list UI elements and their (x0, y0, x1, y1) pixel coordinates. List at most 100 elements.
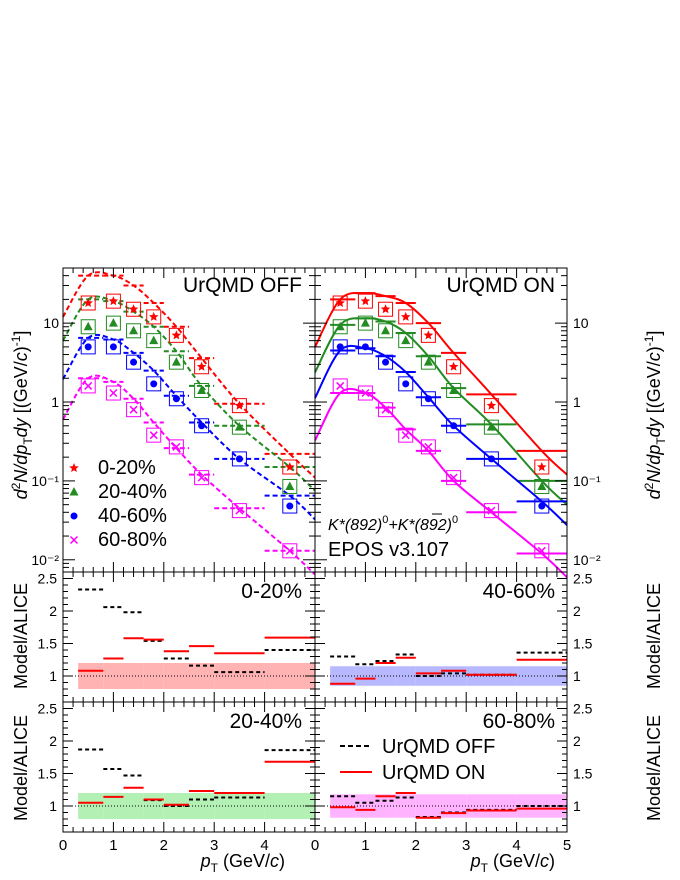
cross-marker (449, 473, 458, 482)
syst-box (446, 470, 462, 486)
circle-marker (286, 502, 294, 510)
syst-box (168, 354, 184, 370)
syst-box (534, 459, 550, 475)
y-tick-label: 10 (43, 315, 59, 331)
syst-box (378, 323, 394, 339)
y-tick-label: 2 (49, 603, 57, 619)
syst-box (146, 376, 162, 392)
syst-box (420, 391, 436, 407)
circle-marker (336, 343, 344, 351)
syst-box (105, 315, 121, 331)
label-urqmd-on: UrQMD ON (447, 274, 556, 297)
syst-box (194, 418, 210, 434)
y-tick-label: 1 (573, 798, 581, 814)
star-marker (128, 304, 139, 314)
ylabel-spectra-right: d2N/dpTdy [(GeV/c)-1] (642, 331, 668, 500)
triangle-marker (129, 325, 139, 335)
syst-box (446, 382, 462, 398)
y-tick-label: 2.5 (38, 701, 58, 717)
legend-item-20-40: 20-40% (69, 481, 167, 503)
star-marker (108, 296, 119, 306)
uncertainty-band-bin (516, 794, 567, 818)
star-marker (234, 400, 245, 410)
syst-box (168, 327, 184, 343)
cross-marker (487, 506, 496, 515)
triangle-marker (335, 321, 345, 331)
uncertainty-band-bin (214, 663, 265, 689)
syst-box (534, 543, 550, 559)
uncertainty-bands (63, 663, 567, 819)
x-tick-label: 1 (109, 837, 117, 854)
syst-box (357, 293, 373, 309)
cross-marker (129, 405, 138, 414)
triangle-marker (197, 385, 207, 394)
circle-marker (450, 422, 458, 430)
y-tick-label: 1.5 (573, 636, 593, 652)
uncertainty-band-bin (123, 793, 144, 819)
triangle-marker (285, 481, 295, 490)
triangle-marker (69, 487, 79, 496)
cross-marker (537, 546, 546, 555)
y-tick-label: 1 (573, 668, 581, 684)
ratio-title-0-20: 0-20% (241, 580, 302, 603)
syst-box (534, 498, 550, 514)
xlabel-left: pT (GeV/c) (200, 851, 285, 875)
y-tick-label: 2 (573, 733, 581, 749)
ratio-title-20-40: 20-40% (230, 710, 302, 733)
cross-marker (172, 442, 181, 451)
syst-box (80, 378, 96, 394)
uncertainty-band-bin (375, 666, 396, 686)
model-label: EPOS v3.107 (328, 539, 449, 561)
ylabel-ratio-top-right: Model/ALICE (644, 583, 664, 689)
cross-marker (361, 388, 370, 398)
uncertainty-band-bin (516, 666, 567, 686)
cross-marker (69, 535, 79, 545)
x-tick-label: 3 (210, 837, 218, 854)
legend-label-40-60: 40-60% (98, 505, 167, 527)
cross-marker (336, 381, 345, 390)
uncertainty-band-bin (415, 794, 441, 818)
cross-marker (84, 381, 93, 390)
particle-label: K*(892)0+K*(892)0 (328, 514, 458, 534)
x-tick-label: 2 (412, 837, 420, 854)
ratio-title-60-80: 60-80% (483, 710, 555, 733)
ylabel-spectra-left: d2N/dpTdy [(GeV/c)-1] (9, 331, 35, 500)
model-curve-40-60% (314, 344, 568, 526)
syst-box (105, 339, 121, 355)
triangle-marker (486, 422, 496, 431)
x-tick-label: 3 (462, 837, 470, 854)
y-tick-label: 2 (573, 603, 581, 619)
syst-box (357, 339, 373, 355)
ylabel-ratio-bottom-right: Model/ALICE (644, 715, 664, 821)
cross-marker (197, 473, 206, 482)
syst-box (168, 391, 184, 407)
syst-box (126, 354, 142, 370)
triangle-marker (381, 325, 391, 335)
y-tick-label: 10⁻¹ (31, 473, 59, 489)
circle-marker (198, 422, 206, 430)
y-tick-label: 10⁻¹ (573, 473, 601, 489)
legend-marker-cross (69, 535, 79, 545)
legend-centrality: 0-20% 20-40% 40-60% 60-80% (69, 457, 167, 551)
triangle-marker (423, 357, 433, 366)
y-tick-label: 2.5 (38, 571, 58, 587)
circle-marker (172, 395, 180, 403)
circle-marker (487, 455, 495, 463)
syst-box (332, 339, 348, 355)
uncertainty-band-bin (415, 666, 441, 686)
triangle-marker (171, 357, 181, 366)
model-curve-40-60% (62, 333, 316, 521)
syst-box (420, 327, 436, 343)
legend-item-40-60: 40-60% (70, 505, 167, 527)
syst-box (483, 419, 499, 435)
triangle-marker (149, 335, 159, 345)
ratio-title-40-60: 40-60% (483, 580, 555, 603)
syst-box (194, 382, 210, 398)
axis-ticks: 0 1 2 3 4 0 1 2 3 4 5 10⁻² 10⁻¹ 1 10 10⁻² 10⁻¹ 1 10 1 1.5 2 2.… (31, 267, 601, 854)
syst-box (282, 459, 298, 475)
star-marker (69, 463, 79, 472)
circle-marker (424, 395, 432, 403)
star-marker (149, 311, 159, 321)
star-marker (537, 462, 547, 472)
legend-marker-triangle (69, 487, 79, 496)
